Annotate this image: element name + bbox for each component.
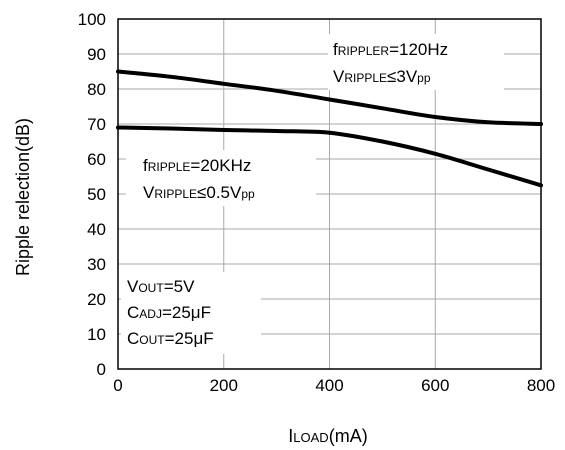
y-tick-label: 100 [78,10,106,29]
y-tick-label: 40 [87,220,106,239]
y-tick-label: 50 [87,185,106,204]
series-line-20khz [116,125,543,188]
series-line-120hz [116,69,543,126]
x-tick-label: 800 [527,376,555,395]
x-tick-label: 0 [113,376,122,395]
y-tick-label: 20 [87,290,106,309]
x-tick-label: 400 [315,376,343,395]
y-tick-label: 80 [87,80,106,99]
y-tick-label: 90 [87,45,106,64]
x-tick-labels: 0 200 400 600 800 [113,376,555,395]
annotation-high-line2: VRIPPLE≤3Vpp [333,67,431,86]
x-tick-label: 200 [210,376,238,395]
y-tick-label: 10 [87,325,106,344]
y-tick-label: 60 [87,150,106,169]
x-axis-label: ILOAD(mA) [288,426,367,446]
condition-vout: VOUT=5V [127,277,195,296]
y-tick-labels: 0 10 20 30 40 50 60 70 80 90 100 [78,10,106,379]
x-tick-label: 600 [421,376,449,395]
condition-cout: COUT=25μF [127,329,214,348]
y-tick-label: 0 [97,360,106,379]
annotation-low-line1: fRIPPLE=20KHz [143,156,251,175]
series-lines [116,69,543,188]
y-axis-label: Ripple relection(dB) [13,118,33,276]
annotation-high-line1: fRIPPLER=120Hz [333,40,448,59]
y-tick-label: 30 [87,255,106,274]
annotation-low-bg [126,150,316,206]
y-tick-label: 70 [87,115,106,134]
conditions-bg [121,272,261,354]
plot-frame [117,18,542,370]
annotation-low-line2: VRIPPLE≤0.5Vpp [143,183,255,202]
annotation-high-bg [328,34,504,90]
axes-frame [117,18,542,370]
condition-cadj: CADJ=25μF [127,303,211,322]
